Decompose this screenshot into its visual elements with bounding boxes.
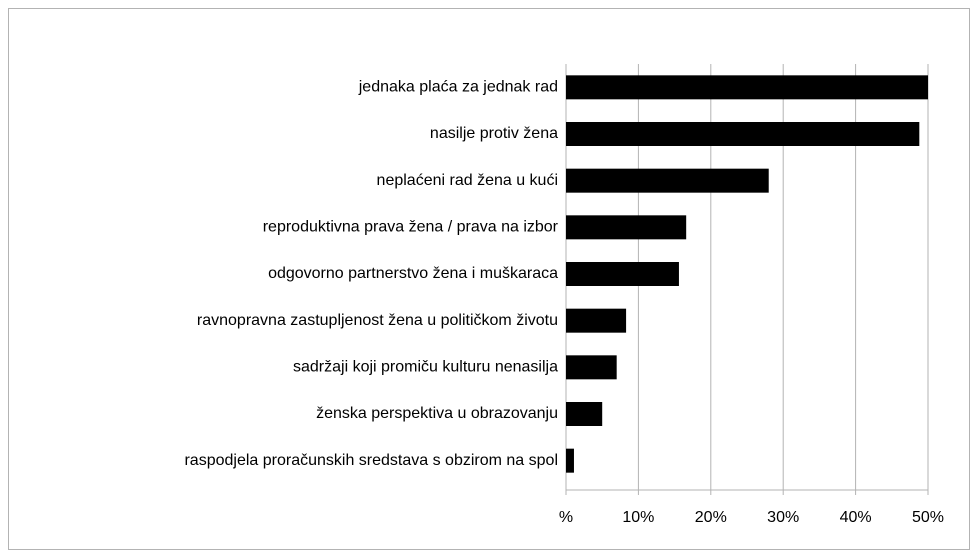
bar (566, 355, 617, 380)
y-tick-label: jednaka plaća za jednak rad (358, 79, 558, 96)
bar (566, 168, 769, 193)
y-tick-label: ravnopravna zastupljenost žena u politič… (197, 312, 558, 329)
x-tick-label: 10% (622, 509, 654, 526)
y-tick-label: neplaćeni rad žena u kući (377, 172, 558, 189)
y-tick-label: ženska perspektiva u obrazovanju (316, 405, 558, 422)
bar (566, 262, 679, 286)
x-tick-label: 20% (695, 509, 727, 526)
y-tick-label: raspodjela proračunskih sredstava s obzi… (184, 452, 558, 469)
x-tick-label: 50% (912, 509, 944, 526)
x-tick-label: 30% (767, 509, 799, 526)
bar (566, 75, 928, 100)
x-tick-label: 40% (840, 509, 872, 526)
bar (566, 448, 574, 473)
y-tick-label: reproduktivna prava žena / prava na izbo… (263, 219, 559, 236)
x-tick-label: % (559, 509, 573, 526)
y-tick-label: sadržaji koji promiču kulturu nenasilja (293, 359, 558, 376)
y-tick-label: nasilje protiv žena (430, 125, 558, 142)
bar (566, 308, 627, 333)
bar (566, 215, 687, 240)
bar (566, 402, 603, 426)
y-tick-label: odgovorno partnerstvo žena i muškaraca (268, 265, 558, 282)
bar (566, 122, 920, 146)
